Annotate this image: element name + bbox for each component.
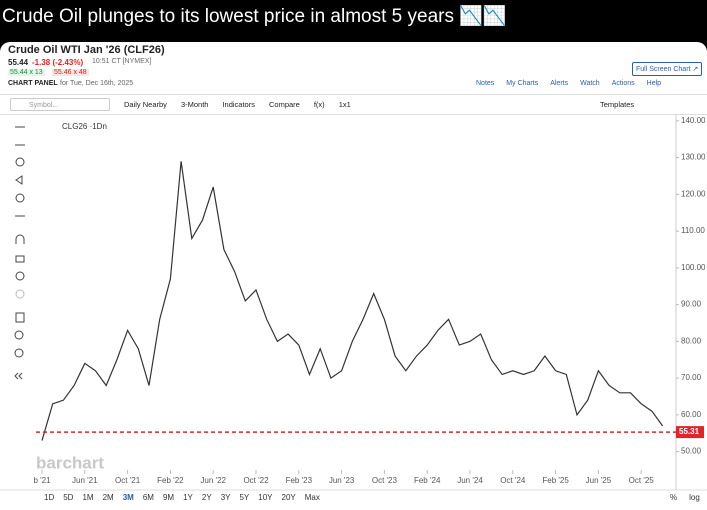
header-link[interactable]: Help [646, 80, 662, 87]
toolbar-item[interactable]: f(x) [313, 100, 325, 109]
quote-time: 10:51 CT [NYMEX] [92, 58, 152, 65]
range-button[interactable]: 2Y [201, 493, 212, 502]
panel-label: CHART PANEL [8, 80, 58, 87]
header-link[interactable]: My Charts [506, 80, 539, 87]
y-tick-label: 60.00 [681, 410, 702, 419]
toolbar-item[interactable]: 3-Month [180, 100, 209, 109]
x-tick-label: Feb '23 [286, 476, 313, 485]
x-tick-label: b '21 [33, 476, 51, 485]
divider [0, 94, 707, 95]
drawing-tools [14, 126, 25, 380]
symbol-title: Crude Oil WTI Jan '26 (CLF26) [8, 44, 165, 56]
range-button[interactable]: Max [304, 493, 320, 502]
y-tick-label: 80.00 [681, 336, 702, 345]
header-links: Notes My Charts Alerts Watch Actions Help [476, 80, 661, 87]
y-tick-label: 50.00 [681, 447, 702, 456]
toolbar: Daily Nearby 3-Month Indicators Compare f(x)… [124, 100, 351, 109]
x-tick-label: Oct '22 [243, 476, 269, 485]
divider [0, 114, 707, 115]
toolbar-item[interactable]: Indicators [222, 100, 255, 109]
range-button[interactable]: 9M [162, 493, 175, 502]
header-link[interactable]: Notes [476, 80, 495, 87]
range-button[interactable]: 5D [63, 493, 74, 502]
templates-button[interactable]: Templates [600, 100, 635, 109]
x-tick-label: Jun '24 [457, 476, 483, 485]
tweet-title: Crude Oil plunges to its lowest price in… [2, 6, 507, 27]
range-button[interactable]: 10Y [258, 493, 273, 502]
y-tick-label: 70.00 [681, 373, 702, 382]
range-button[interactable]: 1M [82, 493, 94, 502]
range-button[interactable]: 1D [44, 493, 55, 502]
watermark: barchart [36, 453, 104, 472]
last-price-label: 55.31 [679, 427, 700, 436]
x-tick-label: Jun '22 [200, 476, 226, 485]
x-tick-label: Feb '24 [414, 476, 441, 485]
x-tick-label: Oct '24 [500, 476, 526, 485]
scale-option[interactable]: log [689, 493, 700, 502]
range-buttons: 1D 5D 1M 2M 3M 6M 9M 1Y 2Y 3Y 5Y 10Y 20Y Max [44, 493, 320, 502]
change: -1.38 (-2.43%) [32, 58, 84, 67]
full-screen-button[interactable]: Full Screen Chart ↗ [632, 62, 703, 76]
x-tick-label: Oct '21 [115, 476, 141, 485]
y-tick-label: 130.00 [681, 153, 706, 162]
legend-label: CLG26 ·1Dn [62, 122, 107, 131]
range-button[interactable]: 3Y [220, 493, 231, 502]
last-price-box [676, 426, 704, 439]
ask: 55.46 x 48 [52, 69, 89, 76]
toolbar-item[interactable]: 1x1 [338, 100, 351, 109]
toolbar-item[interactable]: Compare [268, 100, 300, 109]
y-tick-label: 100.00 [681, 263, 706, 272]
range-button[interactable]: 6M [142, 493, 154, 502]
toolbar-item[interactable]: Daily Nearby [124, 100, 167, 109]
x-tick-label: Jun '23 [329, 476, 355, 485]
range-button[interactable]: 3M [122, 493, 134, 502]
x-tick-label: Feb '25 [542, 476, 569, 485]
x-tick-label: Jun '21 [72, 476, 98, 485]
y-tick-label: 120.00 [681, 189, 706, 198]
price-line [41, 161, 664, 441]
header-link[interactable]: Watch [580, 80, 600, 87]
y-tick-label: 90.00 [681, 300, 702, 309]
bid: 55.44 x 13 [8, 69, 45, 76]
range-button[interactable]: 5Y [239, 493, 250, 502]
scale-options: % log [670, 493, 700, 502]
panel-date: for Tue, Dec 16th, 2025 [60, 80, 134, 87]
scale-option[interactable]: % [670, 493, 678, 502]
x-tick-label: Jun '25 [586, 476, 612, 485]
y-tick-label: 110.00 [681, 226, 705, 235]
x-tick-label: Oct '23 [372, 476, 398, 485]
x-tick-label: Feb '22 [157, 476, 184, 485]
symbol-search[interactable]: Symbol... [10, 98, 110, 111]
header-link[interactable]: Alerts [550, 80, 569, 87]
header-link[interactable]: Actions [611, 80, 635, 87]
range-button[interactable]: 20Y [281, 493, 296, 502]
x-tick-label: Oct '25 [629, 476, 655, 485]
y-tick-label: 140.00 [681, 116, 706, 125]
last-price: 55.44 [8, 58, 29, 67]
range-button[interactable]: 1Y [183, 493, 193, 502]
range-button[interactable]: 2M [102, 493, 114, 502]
